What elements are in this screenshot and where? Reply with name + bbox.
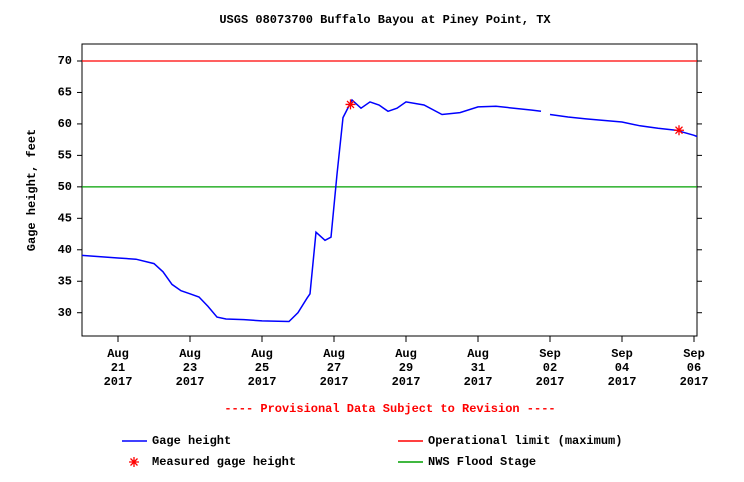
x-tick-label: Aug 29 2017	[392, 347, 421, 389]
y-tick-label: 45	[58, 211, 72, 225]
x-tick-label: Sep 04 2017	[608, 347, 637, 389]
x-tick-label: Aug 27 2017	[320, 347, 349, 389]
y-tick-label: 60	[58, 117, 72, 131]
y-axis-label: Gage height, feet	[25, 129, 39, 251]
gage-line	[81, 98, 698, 323]
y-tick-label: 70	[58, 54, 72, 68]
plot-area	[81, 43, 698, 337]
measured-point	[345, 99, 356, 110]
y-tick-label: 55	[58, 149, 72, 163]
x-tick-label: Aug 23 2017	[176, 347, 205, 389]
measured-point	[129, 457, 139, 467]
x-tick-label: Aug 25 2017	[248, 347, 277, 389]
x-tick-label: Sep 06 2017	[680, 347, 709, 389]
legend-label: Gage height	[152, 434, 231, 448]
y-tick-label: 30	[58, 306, 72, 320]
y-tick-label: 50	[58, 180, 72, 194]
legend-label: Measured gage height	[152, 455, 296, 469]
chart-title: USGS 08073700 Buffalo Bayou at Piney Poi…	[219, 13, 551, 27]
legend-label: Operational limit (maximum)	[428, 434, 622, 448]
legend-label: NWS Flood Stage	[428, 455, 536, 469]
x-tick-label: Aug 31 2017	[464, 347, 493, 389]
x-tick-label: Sep 02 2017	[536, 347, 565, 389]
measured-point	[674, 125, 684, 136]
annotation: ---- Provisional Data Subject to Revisio…	[224, 402, 555, 416]
x-tick-label: Aug 21 2017	[104, 347, 133, 389]
y-tick-label: 40	[58, 243, 72, 257]
y-tick-label: 65	[58, 86, 72, 100]
y-tick-label: 35	[58, 274, 72, 288]
